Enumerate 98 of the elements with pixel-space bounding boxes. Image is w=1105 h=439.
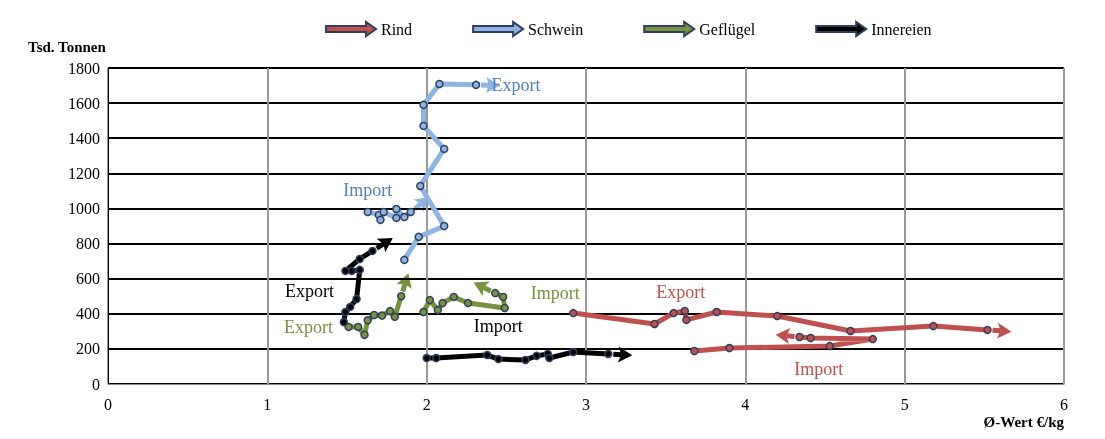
point (355, 254, 364, 264)
y-tick-label: 200 (76, 340, 100, 358)
point (983, 325, 992, 335)
y-tick-label: 1600 (68, 94, 100, 112)
point (712, 307, 721, 317)
point (355, 265, 364, 275)
y-tick-label: 400 (76, 305, 100, 323)
point (341, 307, 350, 317)
point (363, 316, 372, 325)
x-tick-label: 4 (741, 395, 750, 413)
point (545, 353, 554, 363)
point (463, 298, 473, 308)
point (795, 332, 804, 342)
point (929, 321, 938, 331)
y-axis-title: Tsd. Tonnen (28, 38, 107, 55)
point (772, 311, 782, 321)
point (339, 317, 349, 327)
annotation: Export (491, 74, 541, 95)
point (680, 306, 690, 316)
point (532, 351, 541, 361)
annotation: Export (284, 316, 334, 337)
y-tick-label: 1800 (68, 59, 100, 77)
point (806, 333, 815, 343)
point (400, 212, 409, 222)
legend-label: Innereien (871, 20, 932, 38)
point (392, 204, 401, 214)
point (669, 308, 678, 318)
x-tick-label: 2 (422, 395, 431, 413)
point (419, 121, 428, 131)
annotation: Import (343, 179, 393, 200)
x-tick-label: 1 (263, 395, 272, 413)
point (390, 312, 400, 322)
legend-label: Schwein (528, 20, 584, 38)
annotation: Import (794, 359, 844, 380)
x-axis-title: Ø-Wert €/kg (983, 413, 1065, 430)
point (569, 347, 578, 357)
point (650, 319, 659, 329)
point (344, 322, 353, 332)
point (416, 181, 425, 191)
point (498, 292, 508, 302)
point (385, 306, 395, 316)
annotation: Export (656, 282, 706, 303)
point (482, 350, 492, 360)
point (352, 294, 361, 304)
y-tick-label: 0 (92, 375, 100, 393)
point (406, 207, 415, 217)
x-tick-label: 6 (1060, 395, 1068, 413)
point (682, 315, 691, 325)
legend-label: Geflügel (699, 20, 756, 39)
point (422, 353, 431, 363)
y-tick-label: 600 (76, 270, 100, 288)
annotation: Import (530, 283, 580, 304)
point (494, 354, 503, 364)
point (414, 232, 423, 242)
point (431, 353, 441, 363)
x-tick-label: 5 (900, 395, 909, 413)
point (868, 334, 878, 344)
point (425, 295, 435, 305)
point (449, 292, 458, 302)
legend-label: Rind (381, 20, 413, 38)
point (433, 305, 443, 315)
point (376, 215, 385, 225)
point (400, 255, 409, 265)
point (439, 144, 449, 154)
point (341, 266, 350, 276)
point (345, 302, 355, 312)
point (353, 322, 363, 332)
point (363, 207, 372, 217)
point (569, 308, 578, 318)
point (368, 246, 377, 256)
point (438, 298, 447, 308)
y-tick-label: 800 (76, 235, 100, 253)
point (604, 349, 613, 359)
point (725, 343, 734, 353)
point (846, 326, 855, 336)
point (379, 207, 388, 217)
y-tick-label: 1000 (68, 199, 100, 217)
point (360, 330, 369, 340)
point (690, 346, 699, 356)
y-tick-label: 1400 (68, 129, 100, 147)
point (419, 100, 428, 110)
point (435, 79, 444, 89)
point (471, 80, 481, 90)
point (392, 213, 401, 223)
point (825, 341, 835, 351)
point (369, 310, 379, 320)
point (521, 355, 530, 365)
annotation: Import (473, 316, 523, 337)
y-tick-label: 1200 (68, 164, 100, 182)
point (419, 307, 428, 317)
point (439, 221, 449, 231)
point (490, 288, 500, 298)
x-tick-label: 0 (104, 395, 112, 413)
point (396, 291, 406, 301)
x-tick-label: 3 (582, 395, 590, 413)
point (377, 311, 387, 320)
point (500, 303, 509, 313)
annotation: Export (284, 280, 334, 301)
